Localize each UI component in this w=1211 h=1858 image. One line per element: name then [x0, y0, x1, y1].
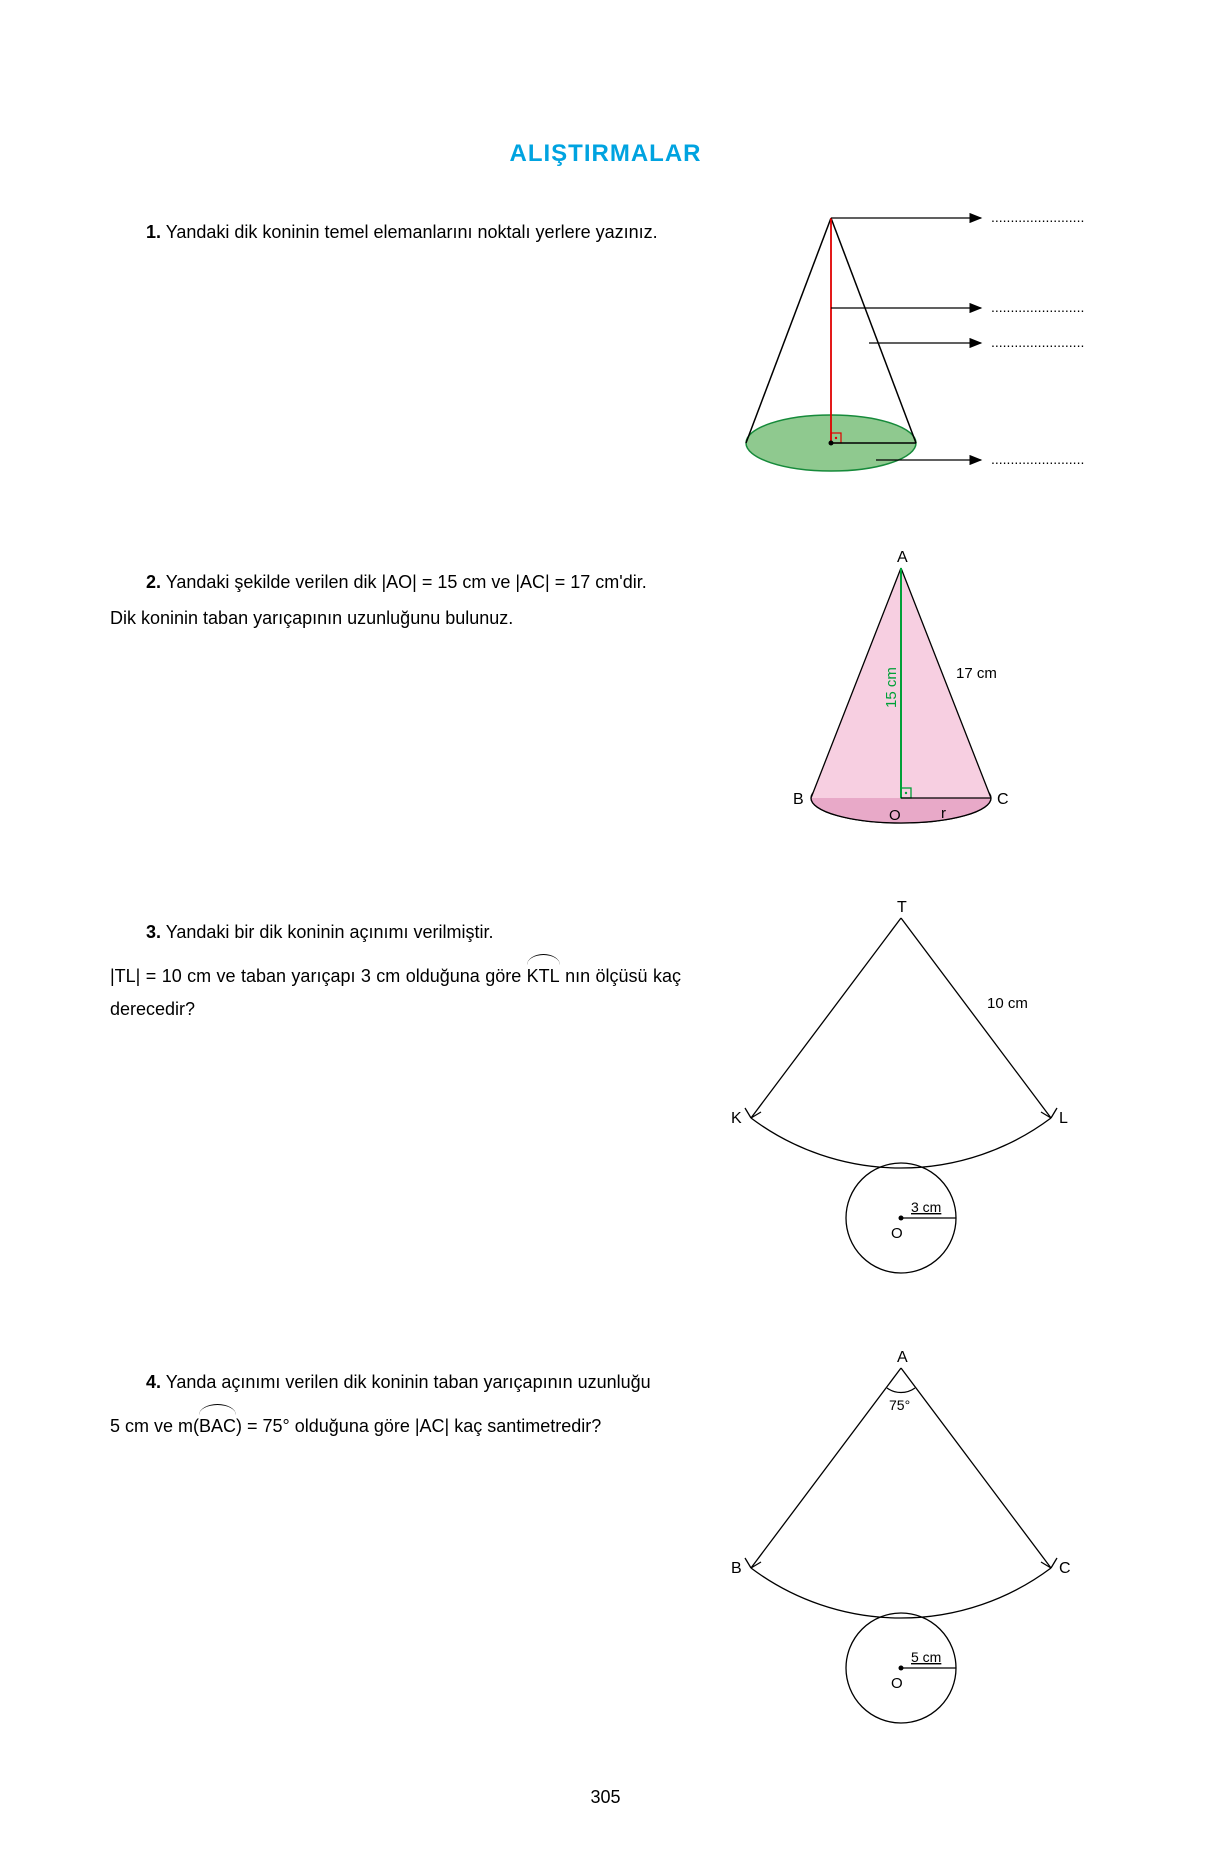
label-B: B [731, 1560, 742, 1577]
problem-number: 1. [146, 222, 161, 242]
problem-4-figure: A B C 75° 5 cm O [701, 1348, 1101, 1748]
arc-KTL: KTL [527, 956, 560, 992]
problem-2-figure: A B C O r 17 cm 15 cm [701, 548, 1101, 848]
problem-4: 4. Yanda açınımı verilen dik koninin tab… [110, 1348, 1101, 1748]
label-radius: 5 cm [911, 1649, 941, 1665]
problem-2-text: 2. Yandaki şekilde verilen dik |AO| = 15… [110, 548, 701, 653]
problem-line2: Dik koninin taban yarıçapının uzunluğunu… [110, 602, 681, 634]
problem-4-text: 4. Yanda açınımı verilen dik koninin tab… [110, 1348, 701, 1461]
angle-arc [887, 1388, 915, 1393]
problem-3-figure: T K L 10 cm 3 cm O [701, 898, 1101, 1298]
label-radius: 3 cm [911, 1199, 941, 1215]
problem-number: 3. [146, 922, 161, 942]
right-angle-dot [835, 437, 837, 439]
cone-side-right [831, 218, 916, 443]
cone-arrows-svg: ........................ ...............… [701, 198, 1101, 498]
cone-side-left [746, 218, 831, 443]
cone-base-front [811, 798, 991, 823]
problem-line2-pre: |TL| = 10 cm ve taban yarıçapı 3 cm oldu… [110, 966, 527, 986]
sector-side-TK [751, 918, 901, 1118]
problem-line2-mid: ) = 75° olduğuna göre |AC| kaç santimetr… [236, 1416, 601, 1436]
label-B: B [793, 791, 804, 808]
problem-1: 1. Yandaki dik koninin temel elemanların… [110, 198, 1101, 498]
problem-line1: Yandaki bir dik koninin açınımı verilmiş… [161, 922, 493, 942]
page-number: 305 [0, 1787, 1211, 1808]
sector-side-TL [901, 918, 1051, 1118]
sector-arc [751, 1568, 1051, 1618]
label-C: C [997, 791, 1009, 808]
page: ALIŞTIRMALAR 1. Yandaki dik koninin teme… [0, 0, 1211, 1858]
page-heading: ALIŞTIRMALAR [110, 140, 1101, 168]
label-L: L [1059, 1110, 1068, 1127]
label-O: O [891, 1225, 903, 1242]
problem-1-figure: ........................ ...............… [701, 198, 1101, 498]
label-K: K [731, 1110, 742, 1127]
sector-side-AC [901, 1368, 1051, 1568]
problem-number: 4. [146, 1372, 161, 1392]
problem-3: 3. Yandaki bir dik koninin açınımı veril… [110, 898, 1101, 1298]
problem-body: Yandaki dik koninin temel elemanlarını n… [161, 222, 658, 242]
tip-B [745, 1558, 761, 1568]
label-angle: 75° [889, 1397, 910, 1413]
net3-svg: T K L 10 cm 3 cm O [721, 898, 1081, 1298]
label-T: T [897, 899, 907, 916]
label-O: O [889, 807, 901, 824]
sector-arc [751, 1118, 1051, 1168]
label-C: C [1059, 1560, 1071, 1577]
label-A: A [897, 549, 908, 566]
cone-labeled-svg: A B C O r 17 cm 15 cm [751, 548, 1051, 848]
arc-BAC: BAC [199, 1406, 236, 1442]
problem-line2-pre: 5 cm ve m( [110, 1416, 199, 1436]
problem-line1: Yandaki şekilde verilen dik |AO| = 15 cm… [161, 572, 647, 592]
problem-2: 2. Yandaki şekilde verilen dik |AO| = 15… [110, 548, 1101, 848]
tip-C [1041, 1558, 1057, 1568]
blank-4: ........................ [991, 451, 1084, 467]
tip-K [745, 1108, 761, 1118]
label-height: 15 cm [883, 667, 900, 708]
problem-line1: Yanda açınımı verilen dik koninin taban … [161, 1372, 651, 1392]
tip-L [1041, 1108, 1057, 1118]
problem-number: 2. [146, 572, 161, 592]
problem-1-text: 1. Yandaki dik koninin temel elemanların… [110, 198, 701, 266]
blank-2: ........................ [991, 299, 1084, 315]
sector-side-AB [751, 1368, 901, 1568]
label-slant: 10 cm [987, 995, 1028, 1012]
right-angle-dot [905, 792, 907, 794]
label-A: A [897, 1349, 908, 1366]
label-r: r [941, 805, 946, 822]
blank-1: ........................ [991, 209, 1084, 225]
net4-svg: A B C 75° 5 cm O [721, 1348, 1081, 1748]
problem-3-text: 3. Yandaki bir dik koninin açınımı veril… [110, 898, 701, 1043]
label-slant: 17 cm [956, 665, 997, 682]
blank-3: ........................ [991, 334, 1084, 350]
